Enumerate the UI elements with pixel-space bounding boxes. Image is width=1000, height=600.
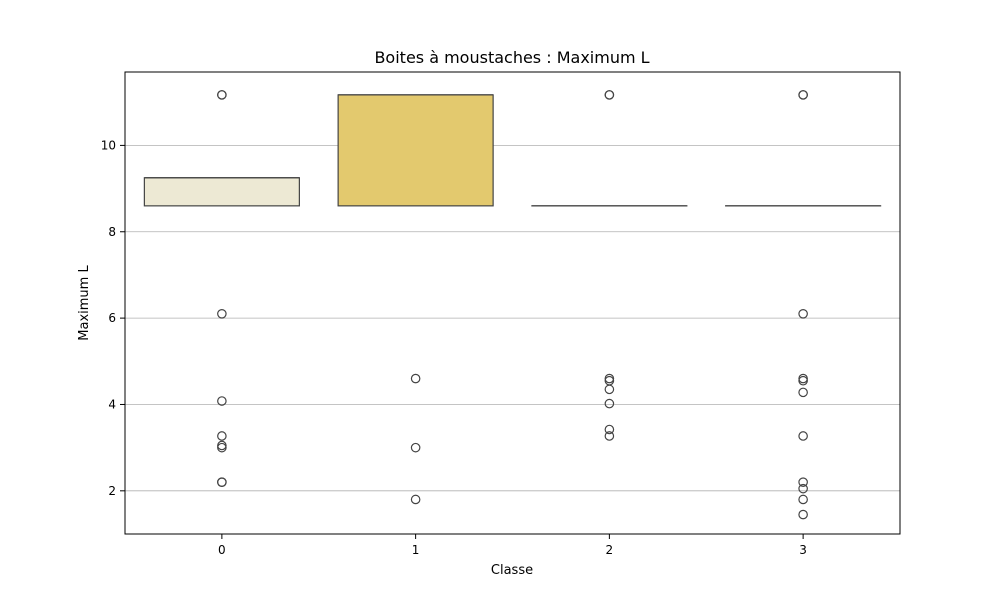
x-tick-label: 0 <box>218 543 226 557</box>
outlier-point <box>604 398 615 409</box>
outlier-point <box>217 308 227 319</box>
outlier-point <box>798 387 808 398</box>
grid-layer <box>125 145 900 492</box>
x-tick-label: 1 <box>412 543 420 557</box>
outlier-point <box>798 494 808 505</box>
axis-layer: 2 4 6 8 10 0 1 2 3 <box>101 138 807 557</box>
outlier-point <box>217 442 227 453</box>
y-axis-label: Maximum L <box>77 265 92 341</box>
x-tick-label: 2 <box>606 543 614 557</box>
y-tick-label: 8 <box>108 225 116 239</box>
outlier-point <box>217 396 227 406</box>
box-iqr <box>143 177 300 207</box>
y-tick-label: 2 <box>108 484 116 498</box>
plot-frame <box>124 71 901 535</box>
outlier-layer <box>217 90 808 520</box>
outlier-point <box>798 477 808 487</box>
outlier-point <box>410 442 421 453</box>
outlier-point <box>604 424 615 435</box>
outlier-point <box>410 373 421 384</box>
x-tick-label: 3 <box>799 543 807 557</box>
outlier-point <box>798 90 808 100</box>
outlier-point <box>217 90 227 100</box>
box-group-0 <box>143 177 300 207</box>
y-tick-label: 10 <box>101 138 116 152</box>
outlier-point <box>798 431 808 441</box>
outlier-point <box>604 431 615 441</box>
y-tick-label: 4 <box>108 397 116 411</box>
box-group-1 <box>337 94 494 207</box>
chart-title: Boites à moustaches : Maximum L <box>374 48 649 67</box>
outlier-point <box>604 90 615 100</box>
outlier-point <box>798 483 808 494</box>
y-tick-label: 6 <box>108 311 116 325</box>
box-layer <box>143 94 882 207</box>
x-axis-label: Classe <box>491 563 533 578</box>
box-iqr <box>337 94 494 207</box>
outlier-point <box>604 384 615 395</box>
outlier-point <box>798 509 808 520</box>
outlier-point <box>217 431 227 441</box>
outlier-point <box>798 308 808 319</box>
outlier-point <box>217 477 227 487</box>
outlier-point <box>410 494 421 505</box>
outlier-point <box>798 375 808 386</box>
